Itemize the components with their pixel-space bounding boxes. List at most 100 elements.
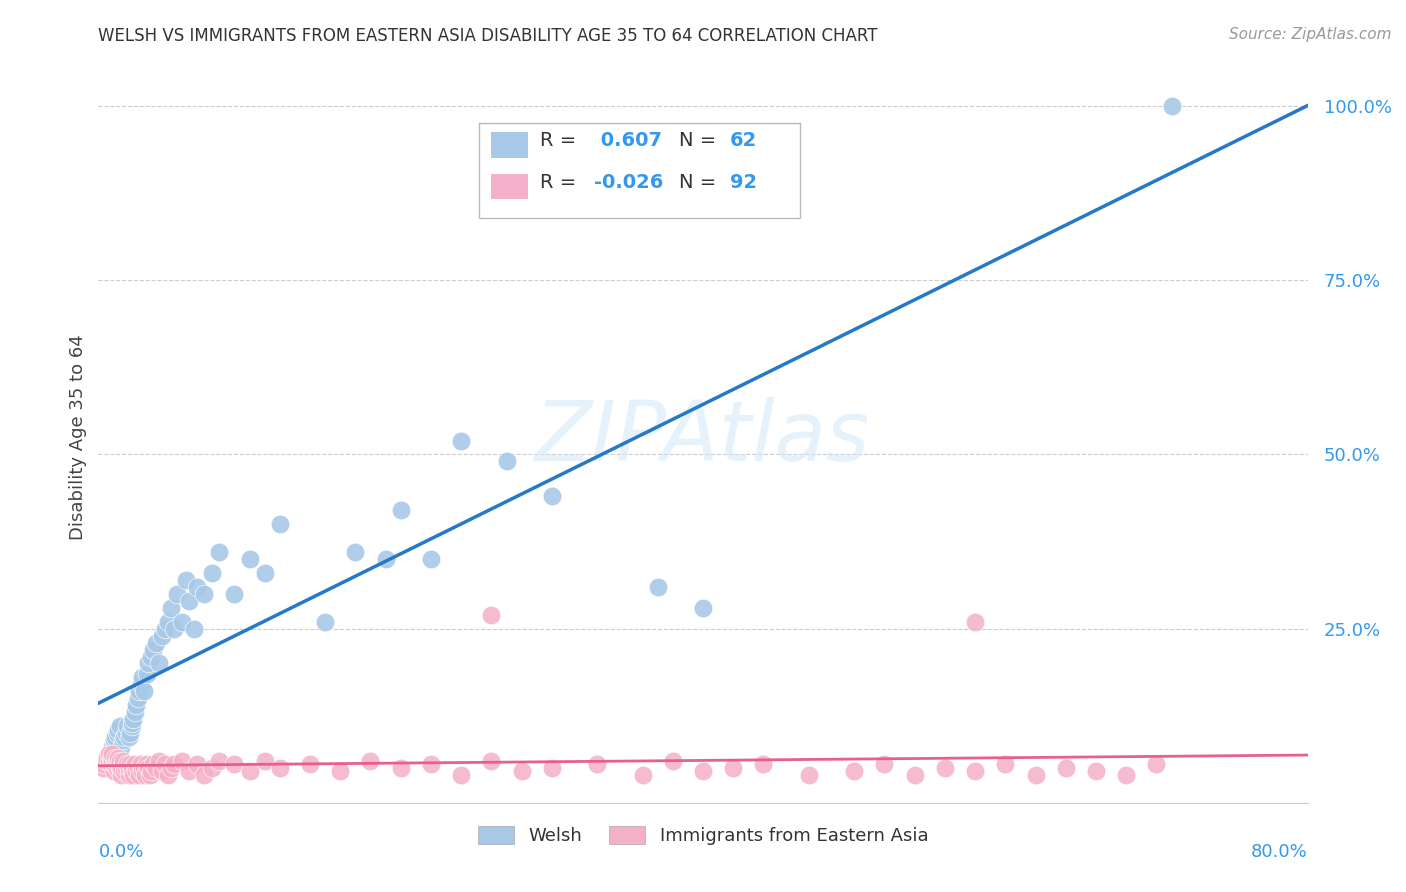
Bar [492,132,527,158]
Point [114,726,136,740]
Point [121,715,143,730]
Point [481,607,503,622]
Point [94,754,117,768]
Point [752,757,775,772]
Point [360,754,382,768]
Point [723,761,745,775]
Point [450,768,472,782]
Point [299,757,322,772]
Point [965,764,987,779]
Point [111,733,134,747]
Point [110,740,132,755]
Point [1144,757,1167,772]
Point [121,719,143,733]
Point [148,754,170,768]
Point [170,615,193,629]
Point [101,740,124,755]
Point [692,600,714,615]
Point [112,730,135,744]
Point [91,761,114,775]
Point [179,764,201,779]
Point [1085,764,1108,779]
Point [692,764,714,779]
Point [170,754,193,768]
Point [124,757,146,772]
Point [100,743,122,757]
Y-axis label: Disability Age 35 to 64: Disability Age 35 to 64 [69,334,87,540]
Point [495,454,517,468]
Point [120,726,142,740]
Point [101,747,124,761]
Point [239,764,262,779]
Point [1160,99,1182,113]
Point [1054,761,1077,775]
Point [141,649,163,664]
Point [93,757,115,772]
Point [100,750,122,764]
Text: 92: 92 [730,173,756,192]
Point [661,754,683,768]
Point [115,757,138,772]
Point [224,757,246,772]
Point [105,754,128,768]
Point [110,761,132,775]
Point [132,761,155,775]
Point [118,761,141,775]
Point [135,757,157,772]
Point [904,768,927,782]
Point [136,657,159,671]
Point [108,761,131,775]
Point [208,754,231,768]
Point [121,761,143,775]
Point [131,764,153,779]
Point [186,580,208,594]
Point [994,757,1017,772]
Point [540,489,562,503]
Point [136,761,159,775]
Point [174,573,197,587]
Point [110,768,132,782]
Point [389,761,412,775]
Point [201,566,224,580]
Point [145,761,167,775]
Point [142,757,165,772]
Point [540,761,562,775]
Point [105,761,128,775]
Point [145,635,167,649]
Point [98,747,121,761]
Point [103,764,125,779]
Text: R =: R = [540,131,576,151]
Point [112,764,135,779]
Point [156,615,179,629]
Point [111,757,134,772]
Point [121,764,143,779]
Point [163,757,186,772]
Point [193,587,215,601]
Point [122,768,145,782]
Point [120,757,142,772]
Text: ZIPAtlas: ZIPAtlas [536,397,870,477]
Point [420,757,443,772]
Text: 0.0%: 0.0% [98,843,143,861]
Point [797,768,820,782]
Point [107,757,129,772]
Point [108,719,131,733]
Point [104,730,127,744]
Point [510,764,533,779]
Point [125,764,148,779]
Point [128,768,150,782]
Point [160,761,183,775]
Text: WELSH VS IMMIGRANTS FROM EASTERN ASIA DISABILITY AGE 35 TO 64 CORRELATION CHART: WELSH VS IMMIGRANTS FROM EASTERN ASIA DI… [98,27,877,45]
FancyBboxPatch shape [479,122,800,218]
Point [131,670,153,684]
Point [107,750,129,764]
Point [103,737,125,751]
Point [934,761,956,775]
Point [96,750,118,764]
Point [1115,768,1137,782]
Point [104,754,127,768]
Point [139,768,162,782]
Point [134,768,156,782]
Bar [492,174,527,199]
Point [166,587,188,601]
